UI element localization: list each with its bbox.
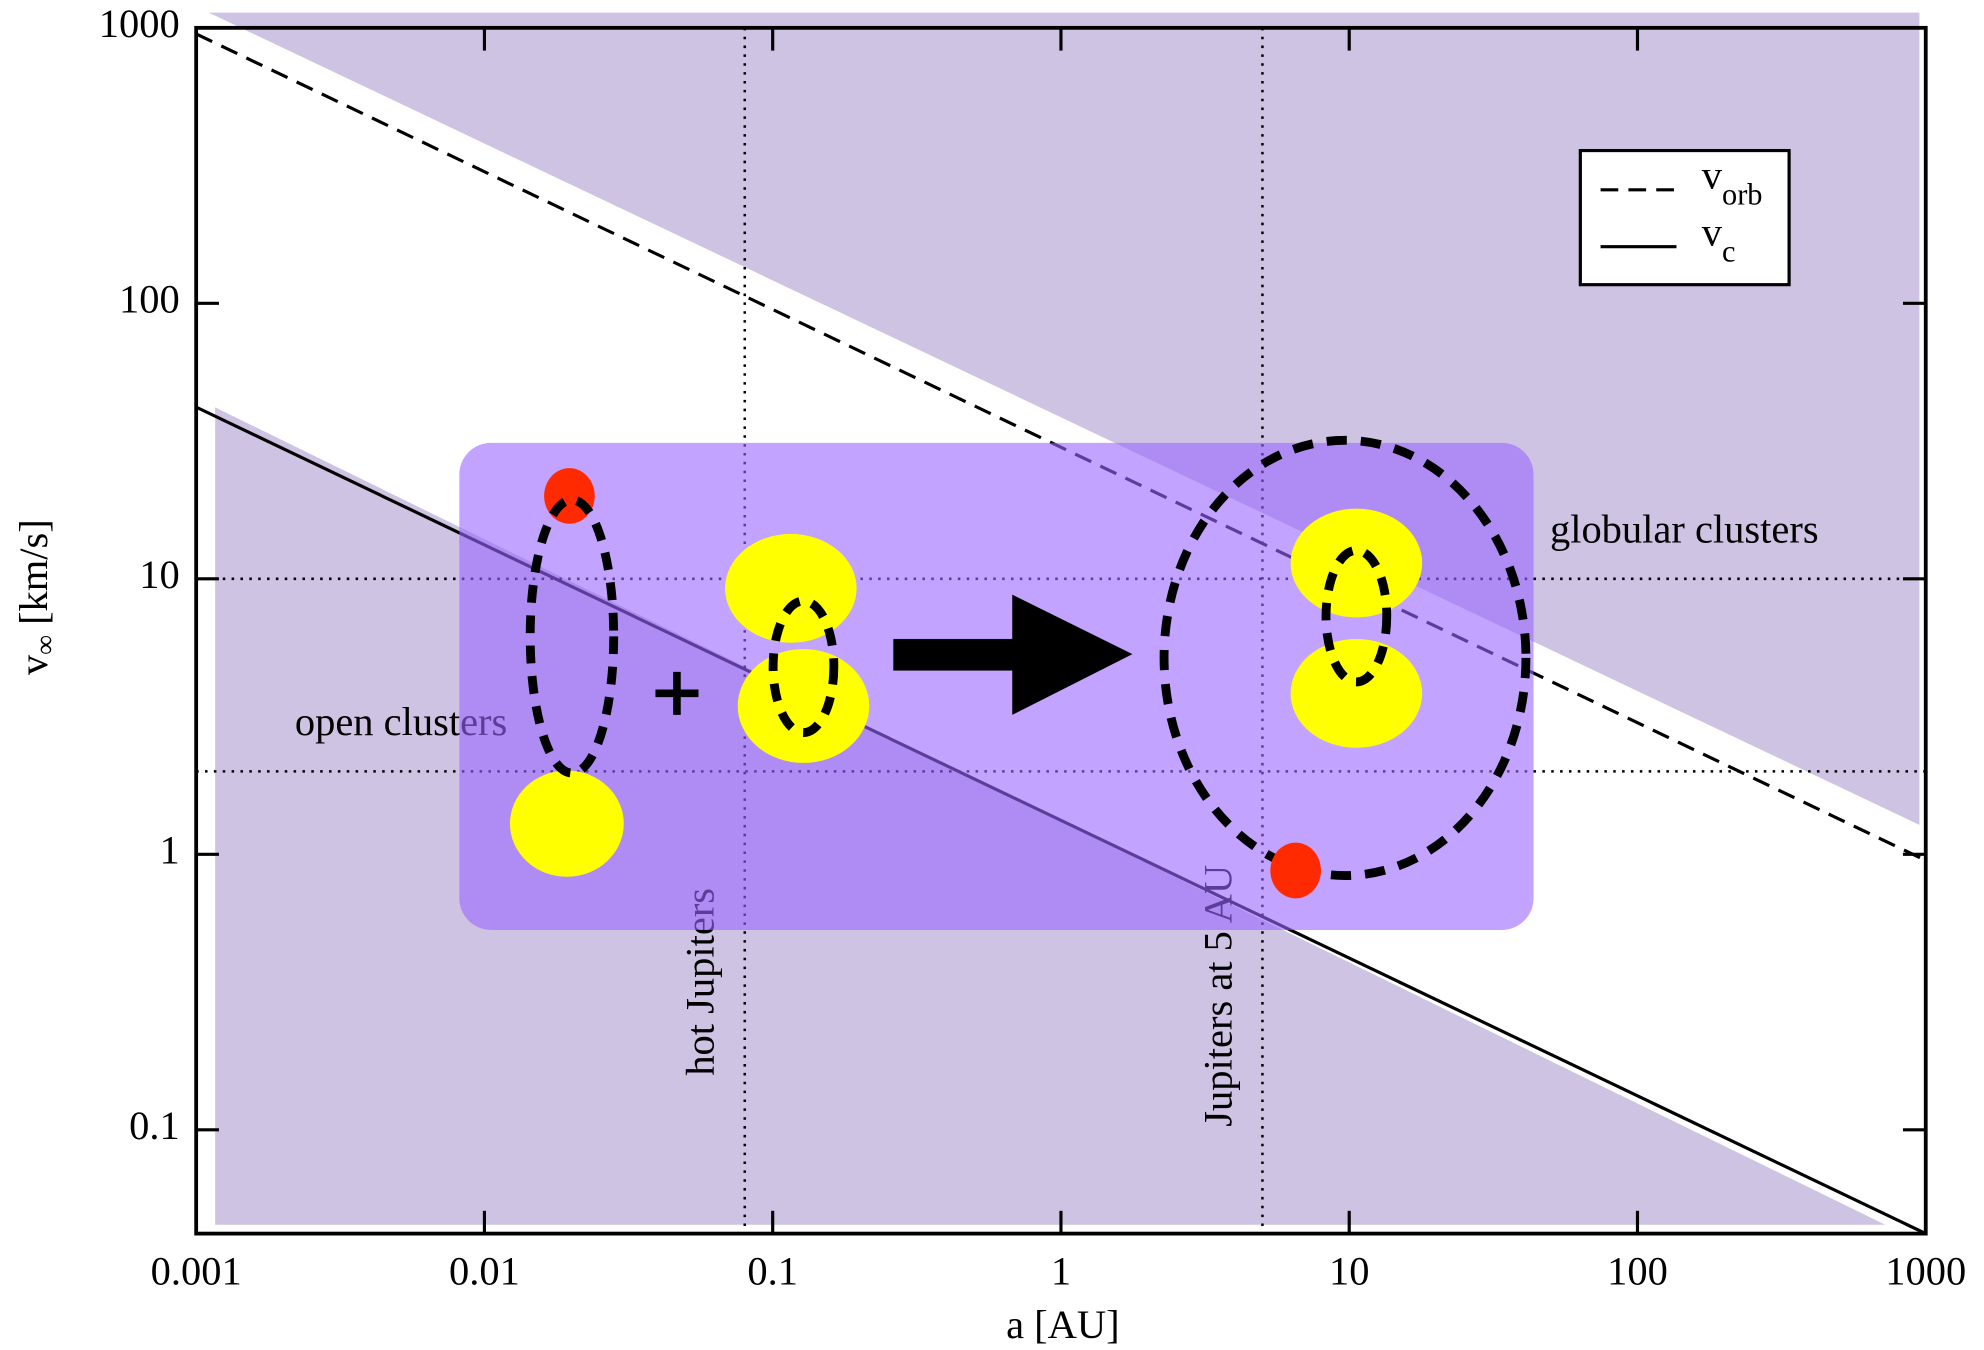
illustration	[459, 440, 1533, 930]
legend-box	[1580, 151, 1789, 285]
legend-subscript: orb	[1722, 177, 1762, 211]
x-tick-label: 0.01	[449, 1249, 520, 1294]
yellow-star	[725, 534, 857, 643]
chart: hot JupitersJupiters at 5 AUglobular clu…	[0, 0, 1984, 1350]
y-label-subscript: ∞	[31, 635, 62, 655]
y-label-unit: [km/s]	[11, 519, 56, 625]
x-tick-label: 10	[1329, 1249, 1369, 1294]
y-label-space	[11, 625, 56, 635]
y-axis-label: v∞ [km/s]	[11, 519, 61, 675]
annotation: globular clusters	[1550, 507, 1819, 552]
x-tick-label: 1000	[1885, 1249, 1966, 1294]
x-tick-label: 0.001	[151, 1249, 242, 1294]
x-tick-label: 0.1	[747, 1249, 798, 1294]
y-label-symbol: v	[11, 654, 56, 675]
y-tick-label: 1000	[99, 1, 180, 46]
legend-subscript: c	[1722, 234, 1735, 268]
red-star	[1270, 843, 1321, 899]
legend-name: v	[1702, 210, 1723, 255]
y-tick-label: 100	[119, 277, 180, 322]
arrow-shaft	[893, 639, 1014, 671]
x-tick-label: 1	[1051, 1249, 1071, 1294]
yellow-star	[738, 649, 870, 763]
y-tick-label: 1	[159, 828, 179, 873]
legend-name: v	[1702, 153, 1723, 198]
yellow-star	[510, 771, 624, 877]
y-tick-label: 10	[139, 552, 179, 597]
y-tick-label: 0.1	[129, 1103, 180, 1148]
yellow-star	[1291, 509, 1423, 618]
red-star	[544, 468, 595, 524]
x-tick-label: 100	[1607, 1249, 1668, 1294]
x-axis-label: a [AU]	[1006, 1302, 1119, 1347]
yellow-star	[1291, 639, 1423, 748]
